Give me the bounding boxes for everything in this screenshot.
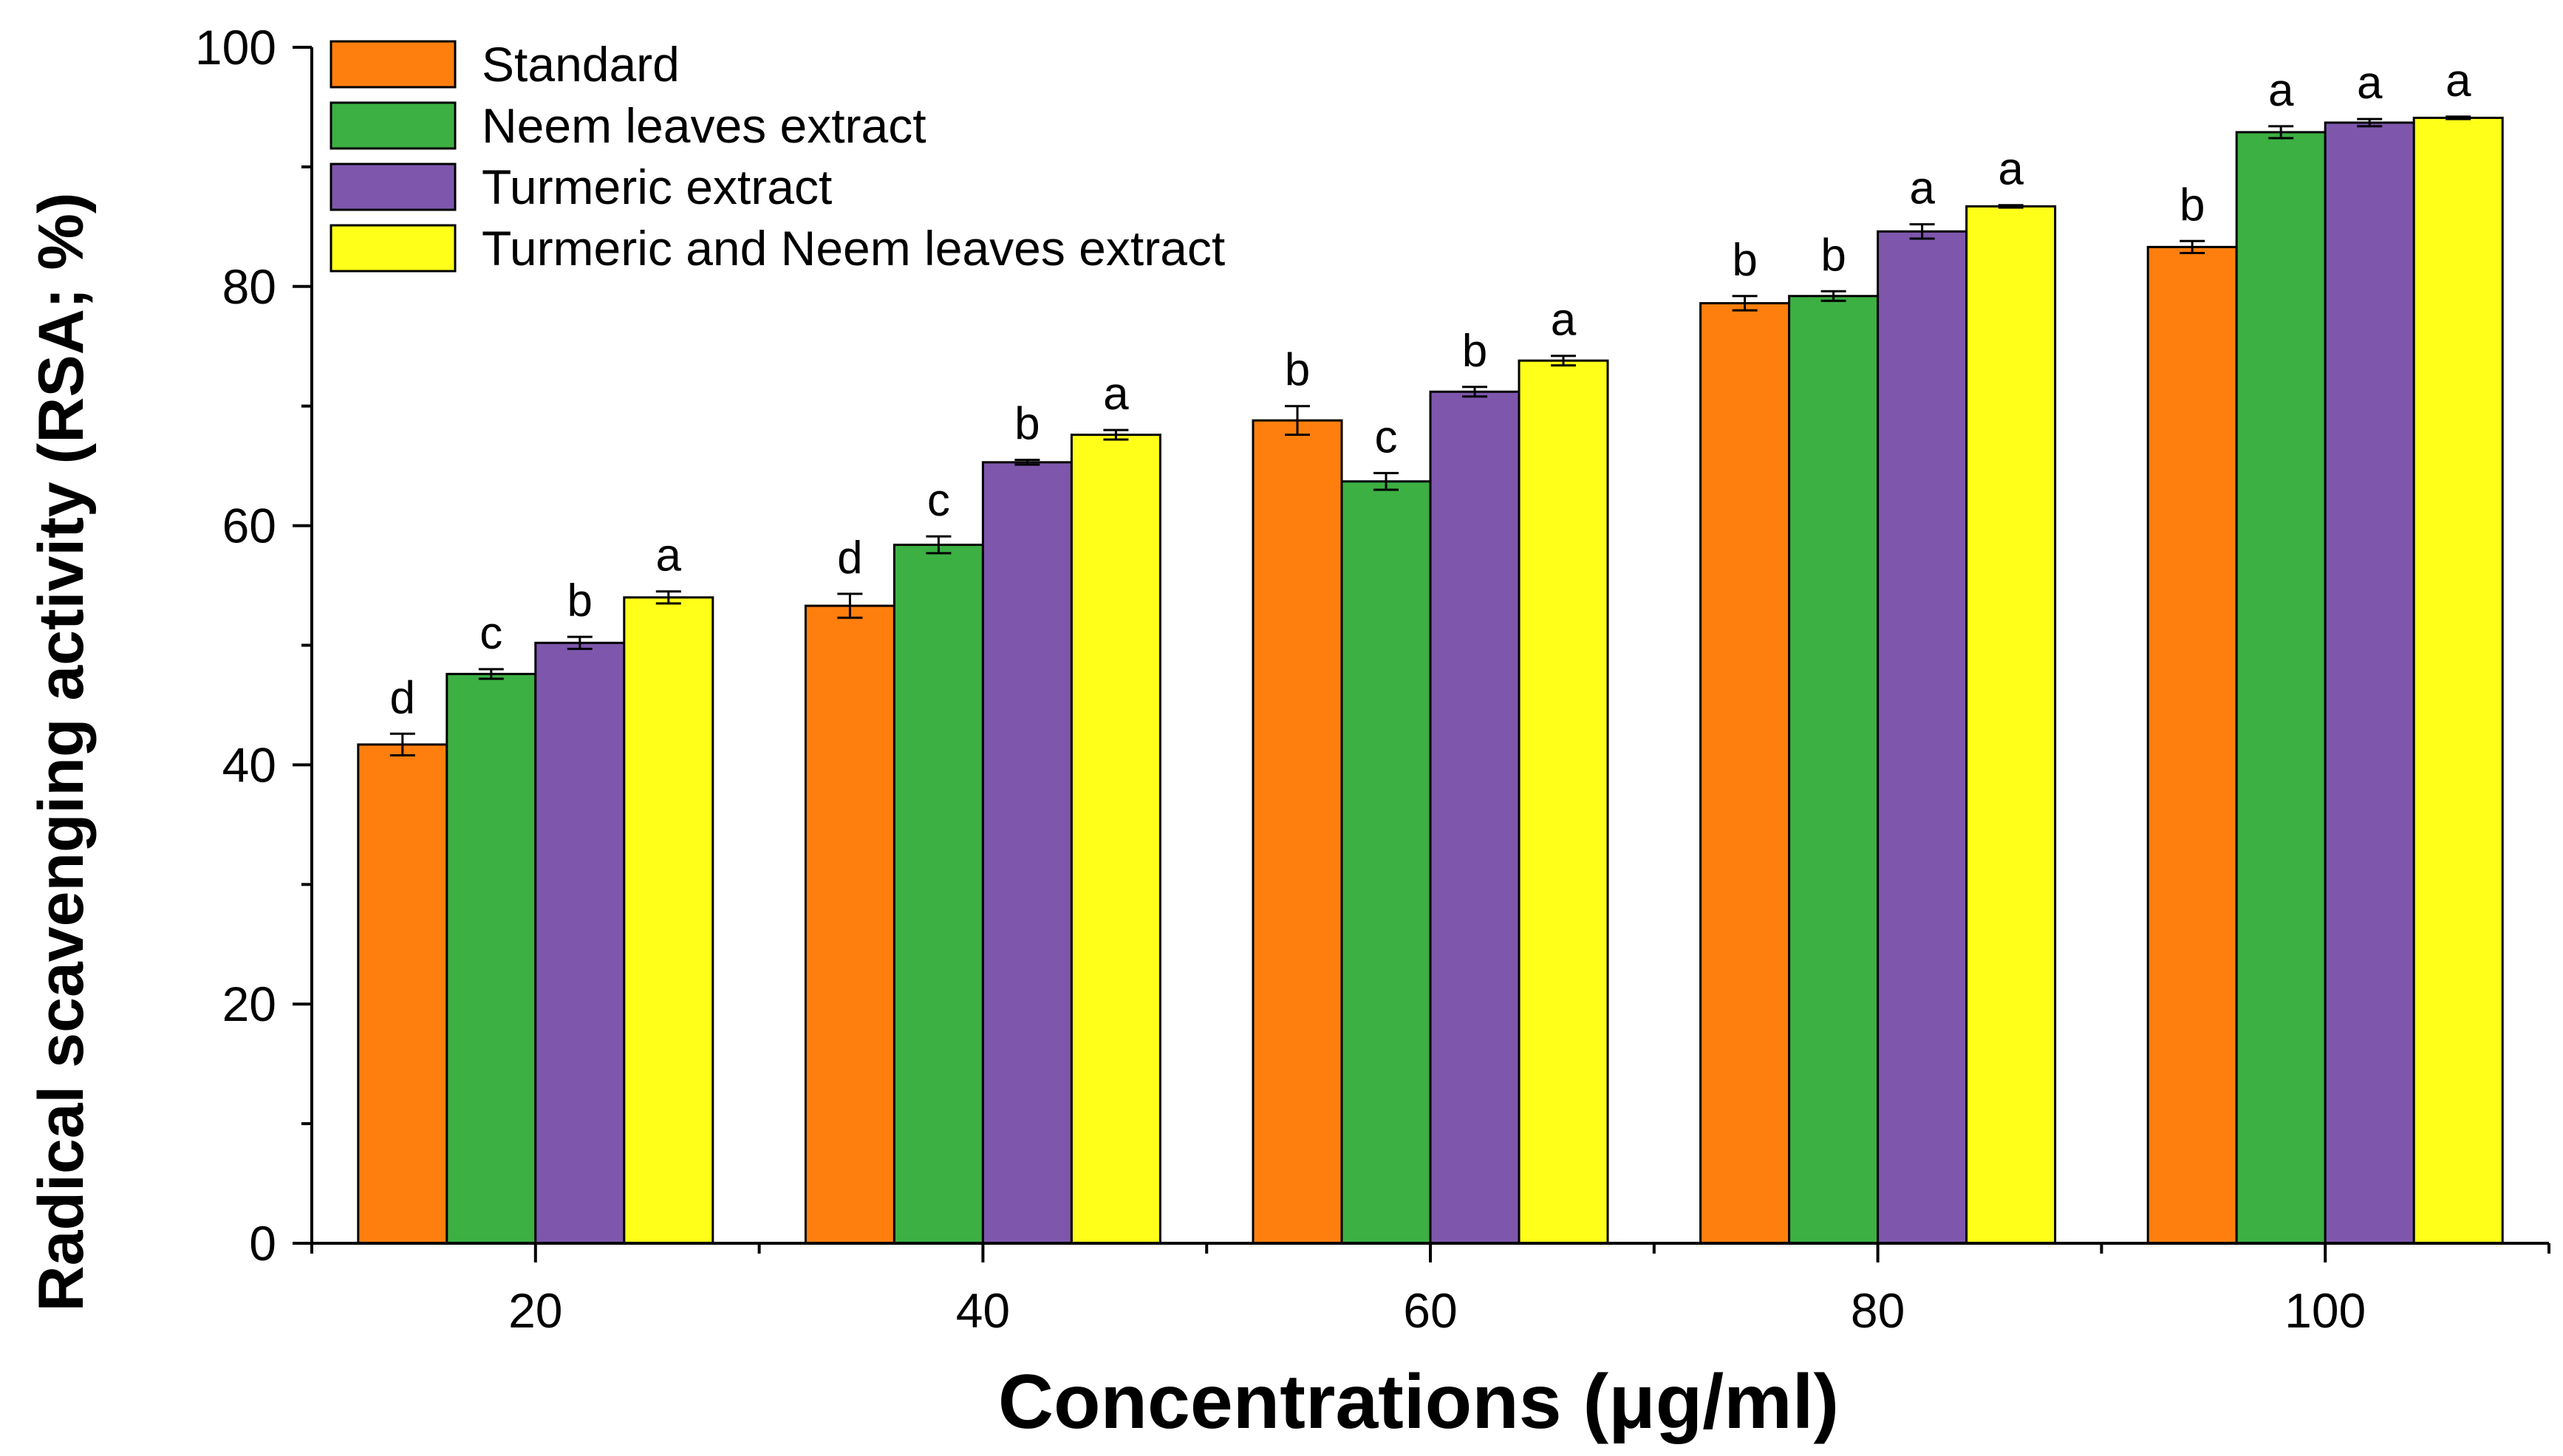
significance-letter: b <box>1732 235 1757 286</box>
significance-letter: a <box>1909 163 1935 214</box>
x-tick-label: 80 <box>1851 1283 1905 1338</box>
bar <box>893 544 984 1245</box>
bar <box>1877 230 1968 1245</box>
significance-letter: b <box>1014 399 1040 450</box>
significance-letter: a <box>1551 295 1577 346</box>
bar <box>1965 205 2057 1245</box>
significance-letter: a <box>1103 369 1129 420</box>
significance-letter: c <box>927 475 950 526</box>
legend-label: Standard <box>482 37 680 92</box>
legend-swatch <box>330 224 457 273</box>
significance-letter: d <box>390 672 415 723</box>
legend: Standard Neem leaves extract Turmeric extr… <box>330 37 1225 276</box>
y-tick-label: 60 <box>222 499 276 553</box>
significance-letter: b <box>567 575 593 626</box>
x-tick-label: 20 <box>508 1283 562 1338</box>
significance-letter: a <box>2268 65 2294 116</box>
bar <box>2324 121 2415 1245</box>
y-tick-label: 40 <box>222 737 276 792</box>
y-tick-label: 80 <box>222 259 276 314</box>
legend-swatch <box>330 163 457 211</box>
y-tick-label: 100 <box>195 20 276 75</box>
significance-letter: b <box>1820 230 1846 281</box>
y-axis-title: Radical scavenging activity (RSA; %) <box>26 193 97 1312</box>
x-tick-label: 100 <box>2284 1283 2366 1338</box>
bar <box>981 461 1073 1245</box>
bar <box>1070 434 1161 1245</box>
x-axis-title: Concentrations (μg/ml) <box>998 1359 1839 1445</box>
bar <box>2235 131 2327 1245</box>
bar <box>534 641 626 1245</box>
x-tick-label: 40 <box>956 1283 1010 1338</box>
legend-swatch <box>330 101 457 150</box>
significance-letter: b <box>1285 345 1310 396</box>
bar <box>1429 390 1521 1245</box>
legend-swatch <box>330 40 457 89</box>
bar <box>446 672 537 1245</box>
significance-letter: a <box>2357 58 2383 109</box>
legend-label: Turmeric extract <box>482 160 832 214</box>
bar <box>1699 301 1791 1245</box>
bar <box>1340 480 1432 1245</box>
bar <box>2146 245 2238 1245</box>
error-bars-layer <box>389 115 2471 756</box>
bar <box>357 743 448 1245</box>
significance-letter: c <box>480 608 502 659</box>
bar <box>1518 359 1609 1245</box>
bar <box>1252 419 1343 1245</box>
y-tick-label: 0 <box>249 1216 276 1271</box>
significance-letter: b <box>1462 326 1487 377</box>
bar <box>623 596 714 1245</box>
significance-letter: a <box>1998 144 2024 195</box>
bar <box>804 604 895 1245</box>
y-tick-label: 20 <box>222 977 276 1031</box>
significance-letter: a <box>656 530 682 581</box>
legend-label: Neem leaves extract <box>482 98 926 153</box>
significance-letter: a <box>2446 55 2471 106</box>
bar <box>2412 117 2504 1245</box>
significance-letter: b <box>2180 180 2205 230</box>
x-tick-label: 60 <box>1403 1283 1457 1338</box>
axes-layer: 0 20 40 60 80 100 20 40 60 80 100 <box>195 20 2550 1338</box>
significance-letter: d <box>837 533 862 584</box>
legend-label: Turmeric and Neem leaves extract <box>482 221 1225 276</box>
significance-letters-layer: d c b a d c b a b c b a b b a a b a a a <box>390 55 2471 723</box>
bar <box>1788 295 1880 1245</box>
significance-letter: c <box>1375 411 1398 462</box>
bars-layer <box>357 117 2504 1245</box>
